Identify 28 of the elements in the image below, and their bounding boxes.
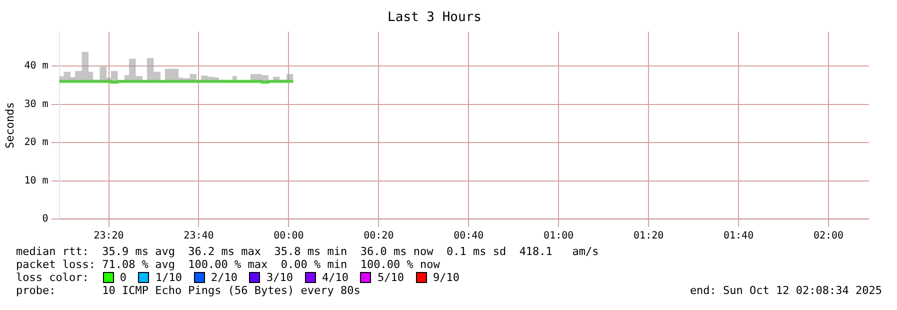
legend-label: 2/10: [210, 271, 238, 284]
y-tick-label: 40 m: [24, 60, 48, 72]
y-tick-label: 10 m: [24, 175, 48, 186]
legend-title: loss color:: [16, 271, 89, 284]
text: probe: 10 ICMP Echo Pings (56 Bytes) every 80s: [16, 284, 360, 297]
x-tick-label: 01:40: [723, 230, 754, 242]
chart-title: Last 3 Hours: [388, 10, 482, 26]
x-tick-label: 00:40: [454, 230, 484, 242]
y-tick-label: 0: [42, 214, 48, 225]
x-tick-label: 23:40: [184, 230, 214, 242]
x-tick-label: 01:20: [634, 230, 664, 242]
y-axis-title: Seconds: [3, 102, 16, 148]
legend-label: 0: [120, 271, 126, 284]
legend-label: 1/10: [155, 271, 182, 284]
y-tick-label: 20 m: [24, 137, 48, 148]
legend-label: 9/10: [432, 271, 460, 284]
text: packet loss: 71.08 % avg 100.00 % max 0.00 % min 100.00 % now: [16, 258, 441, 271]
x-tick-label: 23:20: [94, 230, 124, 242]
text: end: Sun Oct 12 02:08:34 2025: [690, 284, 882, 297]
x-tick-label: 02:00: [813, 230, 844, 242]
x-tick-label: 00:20: [364, 230, 394, 242]
legend-label: 4/10: [322, 271, 348, 284]
legend-label: 5/10: [377, 271, 404, 284]
legend-label: 3/10: [266, 271, 293, 284]
x-tick-label: 00:00: [274, 230, 304, 242]
text: median rtt: 35.9 ms avg 36.2 ms max 35.8 ms min 36.0 ms now 0.1 ms sd 418.1 am/s: [16, 245, 600, 258]
x-tick-label: 01:00: [544, 230, 574, 242]
y-tick-label: 30 m: [24, 98, 48, 110]
